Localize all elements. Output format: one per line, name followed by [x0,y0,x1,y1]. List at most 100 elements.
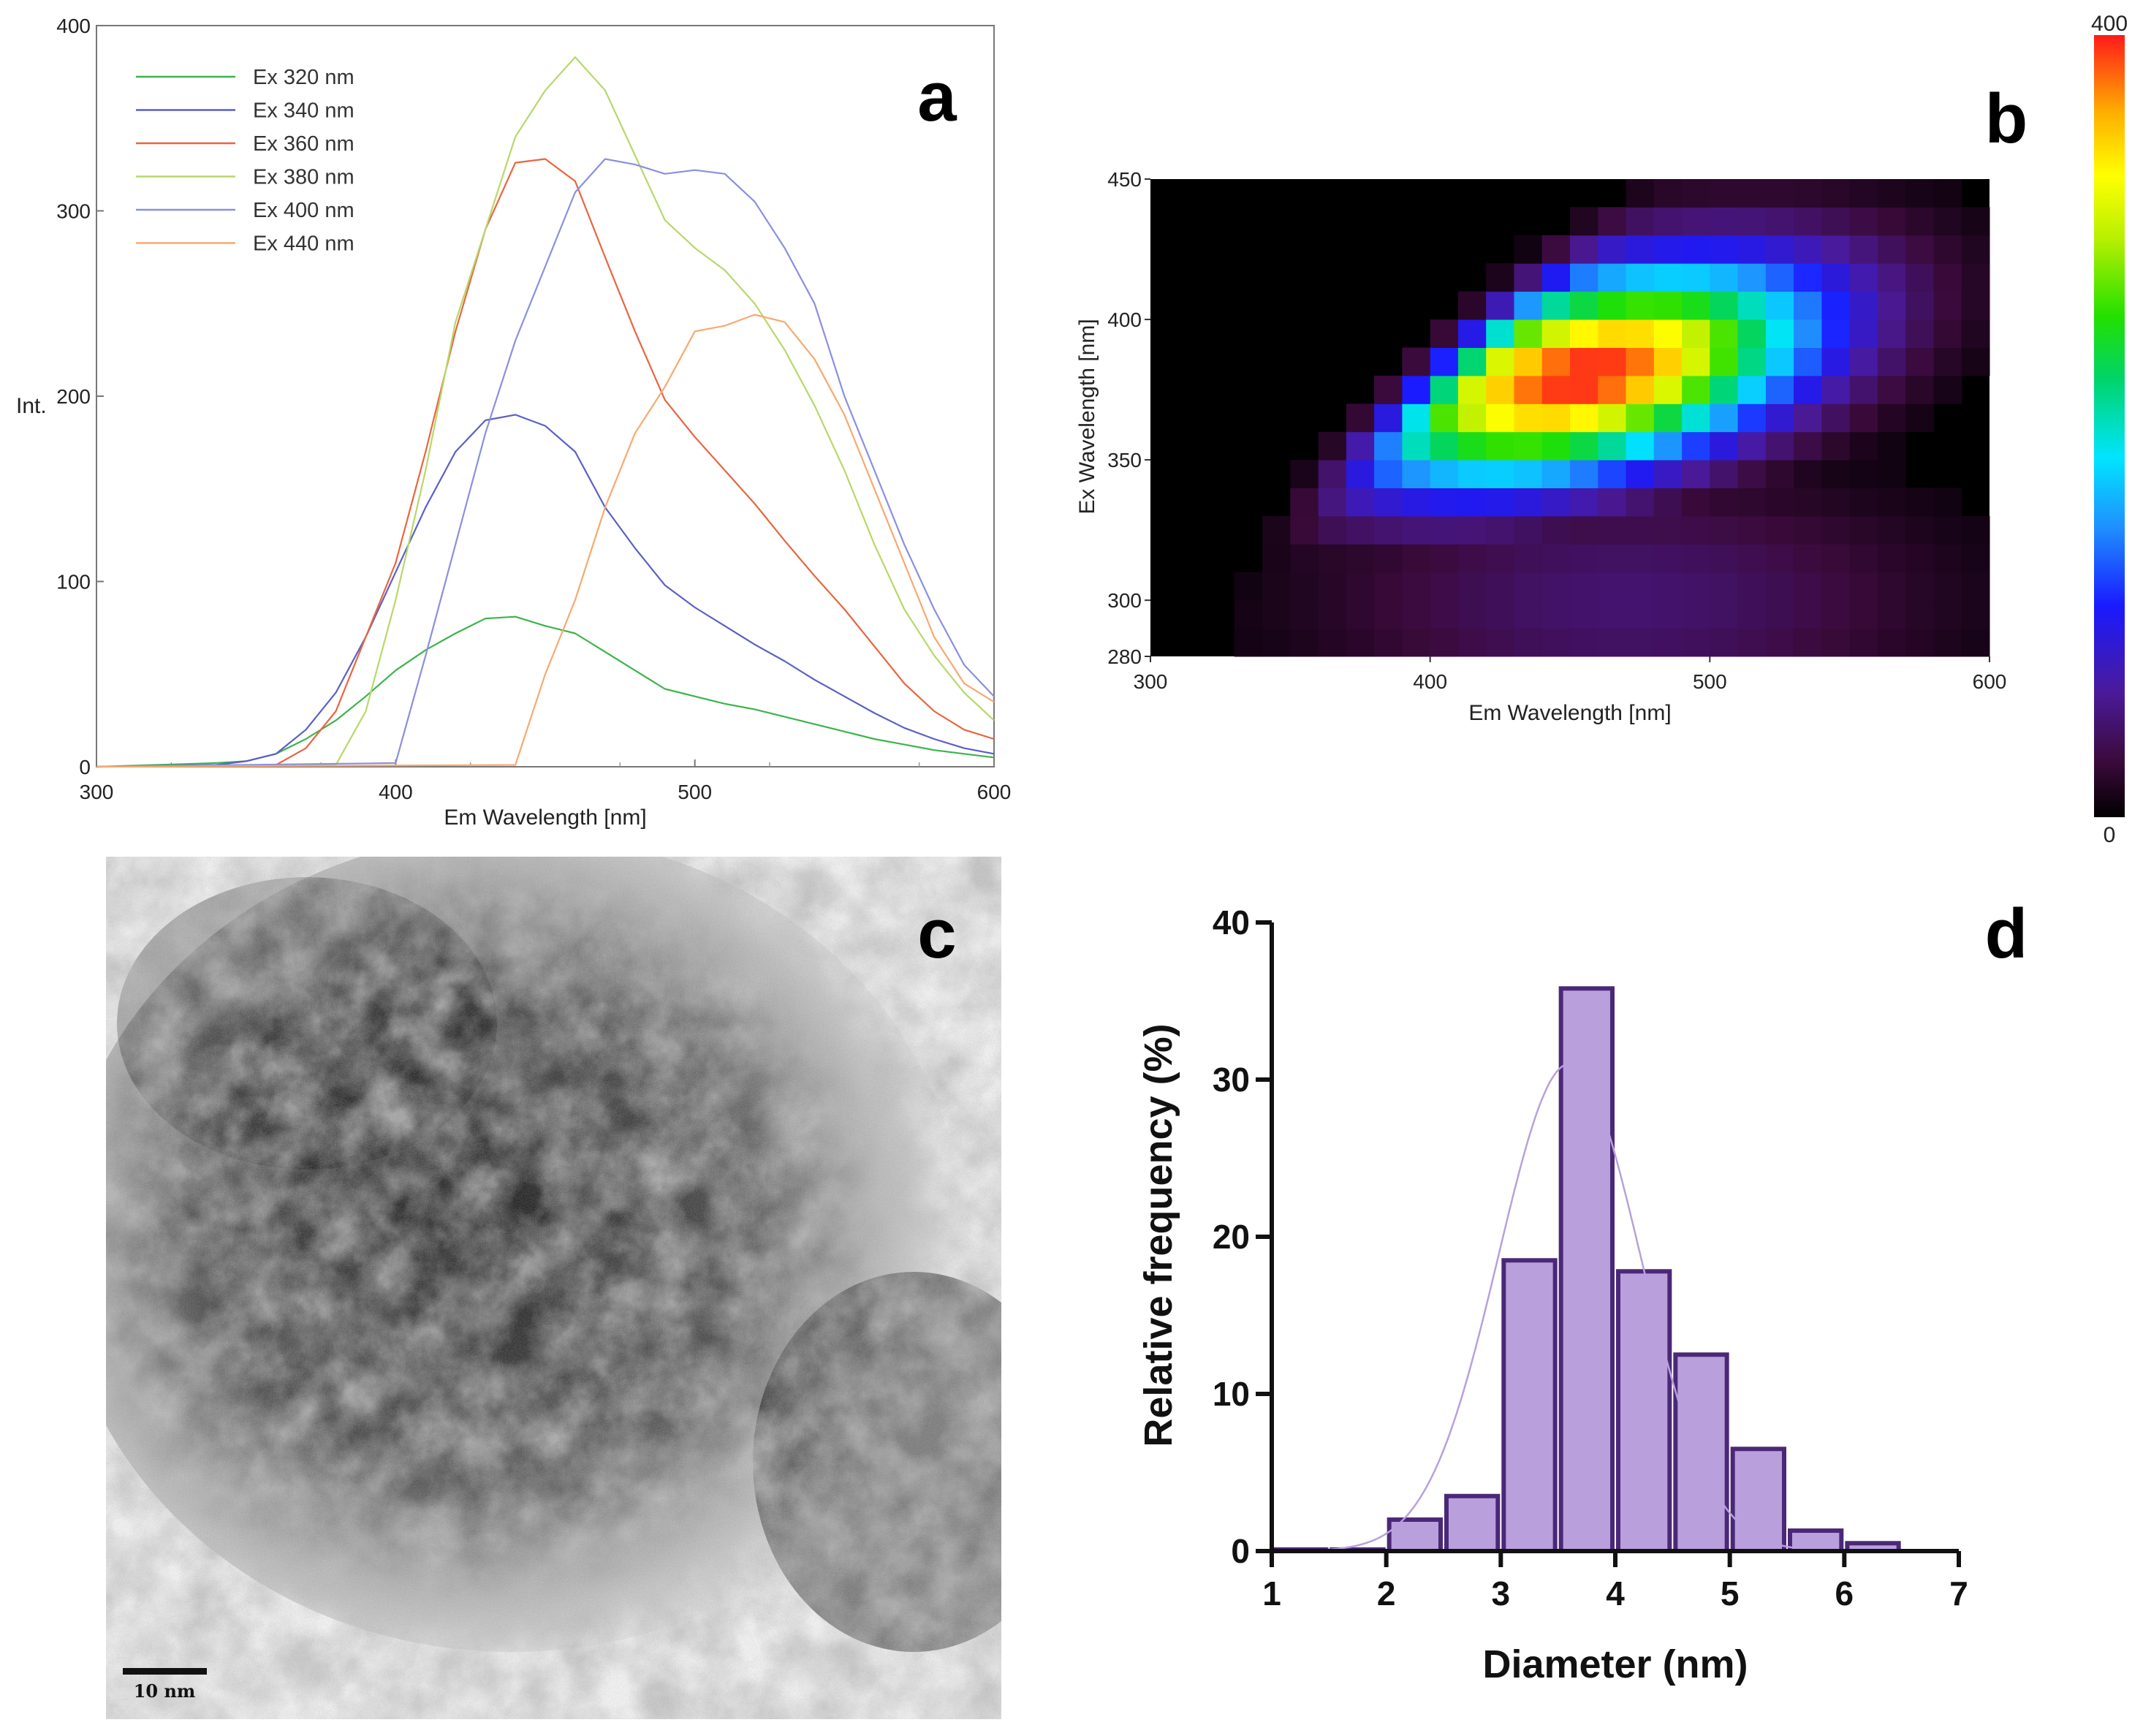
b-heat-cell [1710,488,1739,517]
b-heat-cell [1737,628,1767,657]
b-heat-cell [1849,375,1878,404]
panel-d-letter: d [1985,895,2028,973]
b-heat-cell [1737,319,1767,348]
b-heat-cell [1570,263,1598,292]
b-heat-cell [1961,207,1990,236]
b-heat-cell [1765,600,1794,629]
b-heat-cell [1682,515,1710,545]
b-heat-cell [1541,600,1571,629]
b-heat-cell [1290,600,1319,629]
b-heat-cell [1318,488,1347,517]
b-heat-cell [1486,460,1514,488]
b-heat-cell [1570,460,1598,488]
b-heat-cell [1905,403,1934,433]
b-heat-cell [1794,544,1822,573]
colorbar [2094,35,2125,817]
b-heat-cell [1514,628,1543,657]
b-heat-cell [1737,572,1767,601]
b-heat-cell [1570,600,1598,629]
b-heat-cell [1877,375,1906,404]
b-heat-cell [1653,431,1683,460]
b-heat-cell [1682,207,1710,236]
b-heat-cell [1710,628,1739,657]
b-heat-cell [1290,572,1319,601]
b-x-tick-label: 300 [1134,670,1168,693]
b-heat-cell [1737,431,1767,460]
b-heat-cell [1318,515,1347,545]
b-heat-cell [1682,347,1710,376]
b-heat-cell [1710,347,1739,376]
b-heat-cell [1626,207,1655,236]
b-heat-cell [1653,375,1683,404]
b-heat-cell [1262,628,1291,657]
a-series-line [96,615,995,768]
d-histogram-bar [1501,1258,1558,1553]
b-heat-cell [1849,515,1878,545]
b-heat-cell [1626,431,1655,460]
b-heat-cell [1905,488,1934,517]
b-y-tick-label: 450 [1107,168,1142,191]
b-heat-cell [1849,347,1878,376]
b-heat-cell [1430,431,1459,460]
b-heat-cell [1290,628,1319,657]
b-heat-cell [1905,235,1934,264]
b-heat-cell [1514,460,1543,488]
b-heat-cell [1710,403,1739,433]
b-heat-cell [1402,403,1431,433]
b-heat-cell [1457,628,1487,657]
b-heat-cell [1430,319,1459,348]
d-x-tick-label: 3 [1492,1574,1511,1612]
panel-d-x-label: Diameter (nm) [1482,1642,1748,1686]
b-heat-cell [1486,628,1514,657]
b-heat-cell [1905,600,1934,629]
b-heat-cell [1737,207,1767,236]
b-heat-cell [1710,291,1739,320]
b-heat-cell [1346,515,1375,545]
b-heat-cell [1430,375,1459,404]
b-heat-cell [1653,572,1683,601]
a-legend-label: Ex 360 nm [253,132,354,156]
d-x-tick-label: 1 [1262,1574,1281,1612]
d-histogram-bar [1444,1493,1501,1553]
b-heat-cell [1570,403,1598,433]
b-heat-cell [1933,319,1962,348]
b-heat-cell [1794,600,1822,629]
b-heat-cell [1821,515,1851,545]
b-heat-cell [1653,515,1683,545]
b-heat-cell [1653,544,1683,573]
a-legend-label: Ex 320 nm [253,66,354,89]
b-heat-cell [1933,291,1962,320]
b-heat-cell [1514,431,1543,460]
b-heat-cell [1541,235,1571,264]
b-heat-cell [1541,544,1571,573]
b-heat-cell [1570,515,1598,545]
b-heat-cell [1570,572,1598,601]
b-heat-cell [1430,460,1459,488]
b-heat-cell [1318,572,1347,601]
b-heat-cell [1821,403,1851,433]
b-heat-cell [1877,544,1906,573]
b-heat-cell [1737,544,1767,573]
a-legend-label: Ex 380 nm [253,166,354,189]
d-y-tick-label: 40 [1213,903,1250,941]
b-heat-cell [1457,600,1487,629]
b-heat-cell [1653,347,1683,376]
b-heat-cell [1905,628,1934,657]
b-heat-cell [1514,291,1543,320]
b-heat-cell [1849,544,1878,573]
b-y-tick-label: 280 [1107,645,1142,668]
b-heat-cell [1849,235,1878,264]
b-heat-cell [1541,460,1571,488]
b-heat-cell [1486,347,1514,376]
b-heat-cell [1765,572,1794,601]
b-heat-cell [1821,291,1851,320]
b-heat-cell [1626,403,1655,433]
b-heat-cell [1486,403,1514,433]
b-heat-cell [1570,431,1598,460]
b-heat-cell [1374,544,1403,573]
b-heat-cell [1682,460,1710,488]
b-heat-cell [1961,263,1990,292]
b-heat-cell [1626,628,1655,657]
b-heat-cell [1794,235,1822,264]
b-heat-cell [1653,207,1683,236]
